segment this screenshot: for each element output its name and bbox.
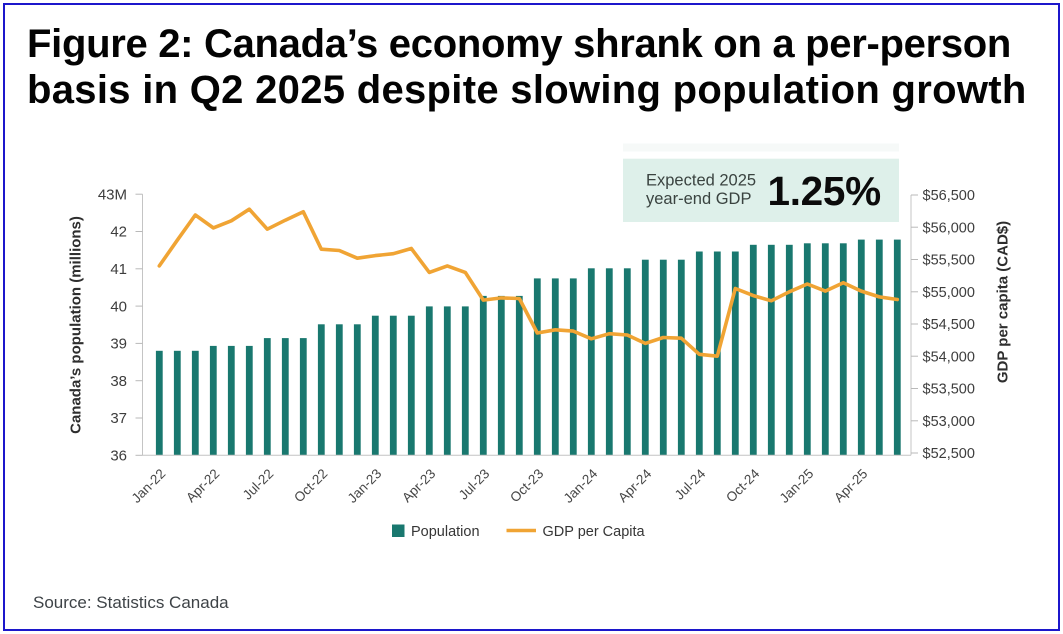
- svg-text:Population: Population: [411, 524, 480, 540]
- svg-text:Jul-24: Jul-24: [672, 466, 709, 503]
- svg-text:GDP per Capita: GDP per Capita: [543, 524, 646, 540]
- svg-text:43M: 43M: [98, 186, 127, 203]
- svg-text:42: 42: [110, 224, 127, 241]
- svg-text:Jul-22: Jul-22: [240, 466, 277, 503]
- svg-text:$53,500: $53,500: [923, 382, 975, 398]
- svg-text:Apr-22: Apr-22: [183, 466, 222, 505]
- svg-text:39: 39: [110, 336, 127, 353]
- svg-text:Jul-23: Jul-23: [456, 466, 493, 503]
- svg-text:Oct-22: Oct-22: [291, 466, 330, 505]
- svg-text:$53,000: $53,000: [923, 414, 975, 430]
- svg-text:Jan-25: Jan-25: [777, 466, 817, 506]
- svg-text:Canada’s population (millions): Canada’s population (millions): [68, 216, 85, 434]
- svg-text:38: 38: [110, 373, 127, 390]
- svg-text:GDP per capita (CAD$): GDP per capita (CAD$): [995, 221, 1012, 383]
- svg-text:Oct-23: Oct-23: [507, 466, 546, 505]
- svg-text:Jan-24: Jan-24: [561, 466, 601, 506]
- svg-text:$56,000: $56,000: [923, 220, 975, 236]
- svg-text:Apr-24: Apr-24: [615, 466, 655, 506]
- svg-text:37: 37: [110, 410, 127, 427]
- svg-text:$54,500: $54,500: [923, 317, 975, 333]
- svg-text:$55,000: $55,000: [923, 285, 975, 301]
- svg-text:Expected 2025: Expected 2025: [646, 171, 756, 189]
- svg-text:Jan-23: Jan-23: [345, 466, 385, 506]
- svg-text:$55,500: $55,500: [923, 253, 975, 269]
- svg-text:Apr-23: Apr-23: [399, 466, 438, 505]
- svg-text:1.25%: 1.25%: [768, 168, 881, 214]
- svg-text:40: 40: [110, 298, 127, 315]
- svg-text:$54,000: $54,000: [923, 349, 975, 365]
- svg-text:Jan-22: Jan-22: [129, 466, 169, 506]
- svg-text:Apr-25: Apr-25: [831, 466, 870, 505]
- svg-text:year-end GDP: year-end GDP: [646, 190, 751, 208]
- svg-text:Oct-24: Oct-24: [723, 466, 763, 506]
- svg-text:$52,500: $52,500: [923, 446, 975, 462]
- svg-text:41: 41: [110, 261, 127, 278]
- svg-text:36: 36: [110, 448, 127, 465]
- svg-text:$56,500: $56,500: [923, 188, 975, 204]
